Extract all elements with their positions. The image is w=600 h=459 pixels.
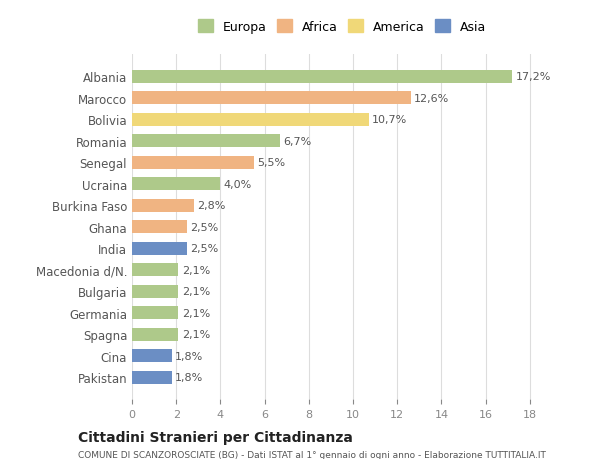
Text: 2,8%: 2,8% [197, 201, 226, 211]
Bar [132, 371, 172, 384]
Text: 2,1%: 2,1% [182, 308, 210, 318]
Bar [132, 328, 178, 341]
Text: 2,1%: 2,1% [182, 330, 210, 339]
Bar [132, 178, 220, 191]
Text: 4,0%: 4,0% [224, 179, 252, 189]
Text: 2,5%: 2,5% [191, 222, 219, 232]
Text: 1,8%: 1,8% [175, 372, 203, 382]
Bar [132, 71, 512, 84]
Bar [132, 135, 280, 148]
Text: 2,5%: 2,5% [191, 244, 219, 254]
Bar [132, 263, 178, 276]
Text: 12,6%: 12,6% [414, 94, 449, 104]
Bar [132, 349, 172, 362]
Text: COMUNE DI SCANZOROSCIATE (BG) - Dati ISTAT al 1° gennaio di ogni anno - Elaboraz: COMUNE DI SCANZOROSCIATE (BG) - Dati IST… [78, 450, 546, 459]
Bar [132, 157, 254, 169]
Bar [132, 221, 187, 234]
Text: 5,5%: 5,5% [257, 158, 285, 168]
Text: 10,7%: 10,7% [372, 115, 407, 125]
Text: 2,1%: 2,1% [182, 265, 210, 275]
Text: Cittadini Stranieri per Cittadinanza: Cittadini Stranieri per Cittadinanza [78, 430, 353, 444]
Bar [132, 92, 410, 105]
Bar [132, 285, 178, 298]
Bar [132, 307, 178, 319]
Bar [132, 113, 368, 127]
Text: 2,1%: 2,1% [182, 286, 210, 297]
Bar [132, 199, 194, 212]
Text: 1,8%: 1,8% [175, 351, 203, 361]
Text: 17,2%: 17,2% [515, 72, 551, 82]
Text: 6,7%: 6,7% [283, 136, 311, 146]
Bar [132, 242, 187, 255]
Legend: Europa, Africa, America, Asia: Europa, Africa, America, Asia [194, 17, 490, 38]
